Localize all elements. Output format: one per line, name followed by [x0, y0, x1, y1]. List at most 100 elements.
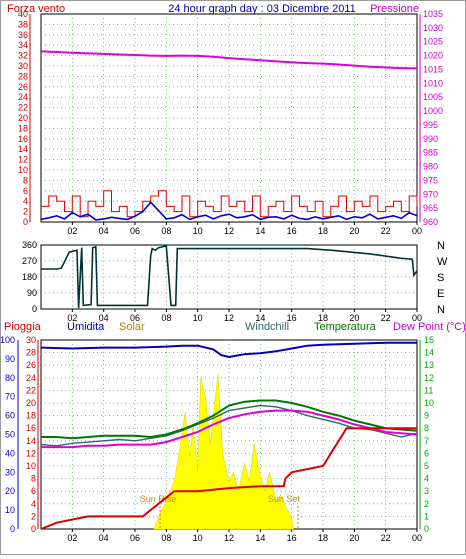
p1-right-tick-label: 1015 [423, 64, 443, 74]
rain-title: Pioggia [4, 321, 42, 333]
p1-left-tick-label: 34 [18, 40, 28, 50]
p3-temp-tick-label: 12 [424, 373, 434, 383]
p3-temp-tick-label: 11 [424, 385, 433, 395]
p3-humidity-tick-label: 70 [5, 392, 15, 402]
p1-right-tick-label: 985 [423, 148, 438, 158]
p3-humidity-tick-label: 50 [5, 430, 15, 440]
p1-right-tick-label: 1010 [423, 78, 443, 88]
p3-humidity-tick-label: 90 [5, 354, 15, 364]
p1-left-tick-label: 8 [23, 175, 28, 185]
p2-compass-label: S [437, 272, 444, 284]
p1-left-tick-label: 2 [23, 207, 28, 217]
p1-x-tick-label: 10 [193, 226, 203, 236]
wind-direction-series [41, 244, 418, 309]
p2-x-tick-label: 08 [161, 313, 171, 323]
p3-x-tick-label: 06 [130, 533, 140, 543]
p2-left-tick-label: 270 [22, 256, 37, 266]
p3-rain-tick-label: 8 [31, 474, 36, 484]
p3-humidity-tick-label: 20 [5, 486, 15, 496]
wind-pressure-panel: 0246810121416182022242628303234363840960… [18, 9, 443, 236]
rain-series [40, 427, 417, 530]
p3-rain-tick-label: 20 [26, 398, 36, 408]
p1-x-tick-label: 02 [67, 226, 77, 236]
p3-rain-tick-label: 16 [26, 423, 36, 433]
p3-rain-tick-label: 26 [26, 360, 36, 370]
p1-left-tick-label: 0 [23, 217, 28, 227]
p3-x-tick-label: 16 [287, 533, 297, 543]
p3-temp-tick-label: 10 [424, 398, 434, 408]
p3-temp-tick-label: 0 [424, 524, 429, 534]
p3-humidity-tick-label: 100 [1, 335, 15, 345]
p1-left-tick-label: 24 [18, 92, 28, 102]
p3-humidity-tick-label: 30 [5, 467, 15, 477]
p2-compass-label: E [437, 288, 444, 300]
p3-temp-tick-label: 8 [424, 423, 429, 433]
p1-x-tick-label: 18 [318, 226, 328, 236]
p1-left-tick-label: 38 [18, 19, 28, 29]
p1-left-tick-label: 18 [18, 123, 28, 133]
p3-temp-tick-label: 3 [424, 486, 429, 496]
p1-x-tick-label: 16 [287, 226, 297, 236]
p2-x-tick-label: 20 [349, 313, 359, 323]
p1-left-tick-label: 22 [18, 103, 28, 113]
p2-left-tick-label: 90 [27, 288, 37, 298]
p1-right-tick-label: 1030 [423, 23, 443, 33]
p1-left-tick-label: 40 [18, 9, 28, 19]
p1-right-tick-label: 975 [423, 175, 438, 185]
windchill-title: Windchill [245, 321, 289, 333]
p3-humidity-tick-label: 10 [5, 505, 15, 515]
p3-x-tick-label: 12 [224, 533, 234, 543]
p3-x-tick-label: 02 [67, 533, 77, 543]
p1-right-tick-label: 965 [423, 203, 438, 213]
p3-x-tick-label: 20 [349, 533, 359, 543]
p1-right-tick-label: 995 [423, 120, 438, 130]
p3-rain-tick-label: 10 [26, 461, 36, 471]
p2-left-tick-label: 0 [32, 304, 37, 314]
humidity-series [40, 341, 417, 359]
temperature-series [41, 399, 418, 440]
p1-left-tick-label: 32 [18, 51, 28, 61]
p3-x-tick-label: 08 [161, 533, 171, 543]
p2-x-tick-label: 02 [67, 313, 77, 323]
temp-rain-panel: 0102030405060708090100024681012141618202… [0, 335, 434, 543]
p3-temp-tick-label: 9 [424, 411, 429, 421]
p3-rain-tick-label: 18 [26, 411, 36, 421]
p3-humidity-tick-label: 0 [10, 524, 15, 534]
p1-left-tick-label: 36 [18, 30, 28, 40]
p1-right-tick-label: 970 [423, 189, 438, 199]
p3-temp-tick-label: 14 [424, 348, 434, 358]
p1-right-tick-label: 990 [423, 134, 438, 144]
pressure-label: Pressione [370, 3, 419, 15]
humidity-title: Umidita [67, 321, 105, 333]
p1-left-tick-label: 6 [23, 186, 28, 196]
p2-x-tick-label: 16 [287, 313, 297, 323]
p1-right-tick-label: 980 [423, 162, 438, 172]
p1-x-tick-label: 22 [381, 226, 391, 236]
p1-right-tick-label: 960 [423, 217, 438, 227]
p2-x-tick-label: 10 [193, 313, 203, 323]
p1-right-tick-label: 1025 [423, 37, 443, 47]
solar-title: Solar [119, 321, 145, 333]
p3-rain-tick-label: 12 [26, 448, 36, 458]
p2-x-tick-label: 14 [255, 313, 265, 323]
wind-speed-series [41, 190, 418, 218]
p3-rain-tick-label: 24 [26, 373, 36, 383]
p2-x-tick-label: 18 [318, 313, 328, 323]
p2-left-tick-label: 360 [22, 240, 37, 250]
p3-x-tick-label: 22 [381, 533, 391, 543]
p3-humidity-tick-label: 40 [5, 448, 15, 458]
p3-humidity-tick-label: 80 [5, 373, 15, 383]
p3-rain-tick-label: 30 [26, 335, 36, 345]
p3-rain-tick-label: 22 [26, 385, 36, 395]
p3-temp-tick-label: 15 [424, 335, 434, 345]
p3-rain-tick-label: 28 [26, 348, 36, 358]
p1-x-tick-label: 20 [349, 226, 359, 236]
pressure-series [40, 50, 418, 70]
p1-x-tick-label: 12 [224, 226, 234, 236]
p3-x-tick-label: 00 [412, 533, 422, 543]
p1-x-tick-label: 00 [412, 226, 422, 236]
p3-temp-tick-label: 6 [424, 448, 429, 458]
p3-temp-tick-label: 1 [424, 511, 429, 521]
p1-left-tick-label: 16 [18, 134, 28, 144]
